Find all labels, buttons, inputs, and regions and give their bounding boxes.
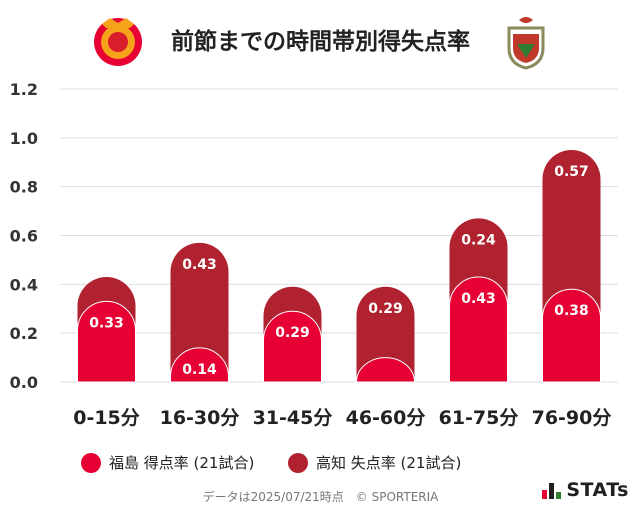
x-category-label: 76-90分 (532, 407, 612, 429)
kochi-crest-icon (507, 17, 545, 70)
x-category-label: 31-45分 (253, 407, 333, 429)
stats-logo-icon (542, 483, 562, 499)
data-label-home: 0.33 (89, 315, 124, 331)
data-label-home: 0.43 (461, 291, 496, 307)
y-tick-label: 0.4 (10, 275, 38, 294)
x-category-label: 46-60分 (346, 407, 426, 429)
data-label-away: 0.24 (461, 232, 496, 248)
y-tick-label: 0.0 (10, 373, 38, 392)
bar-away (356, 286, 415, 382)
data-label-home: 0.38 (554, 303, 589, 319)
data-label-home: 0.14 (182, 362, 217, 378)
legend-swatch-away (288, 452, 308, 473)
legend-item-away: 高知 失点率 (21試合) (288, 452, 461, 473)
y-tick-label: 1.0 (10, 129, 38, 148)
bar-home (449, 276, 508, 383)
data-label-away: 0.29 (368, 301, 403, 317)
fukushima-crest-icon (94, 18, 142, 66)
x-category-label: 0-15分 (73, 407, 140, 429)
bar-chart: 0.0 0.2 0.4 0.6 0.8 1.0 1.2 0.33 0-15分 0.14 0.43 16… (10, 80, 618, 429)
x-category-label: 61-75分 (439, 407, 519, 429)
y-tick-label: 0.8 (10, 178, 38, 197)
bar-home (77, 301, 136, 383)
bar-home (355, 357, 416, 383)
bar-away (170, 242, 229, 382)
x-category-label: 16-30分 (160, 407, 240, 429)
bar-home (263, 310, 322, 383)
data-label-away: 0.43 (182, 257, 217, 273)
bar-home (542, 288, 601, 383)
y-tick-label: 1.2 (10, 80, 38, 99)
legend-item-home: 福島 得点率 (21試合) (81, 452, 254, 473)
stats-brand: STATs (540, 479, 629, 501)
chart-title: 前節までの時間帯別得失点率 (171, 29, 470, 55)
stats-brand-text: STATs (566, 479, 629, 501)
data-label-home: 0.29 (275, 325, 310, 341)
legend-swatch-home (81, 452, 101, 473)
bar-home (170, 347, 229, 383)
data-label-away: 0.57 (554, 164, 589, 180)
y-tick-label: 0.2 (10, 324, 38, 343)
footer-note: データは2025/07/21時点 © SPORTERIA (202, 490, 439, 504)
y-tick-label: 0.6 (10, 227, 38, 246)
legend-label-away: 高知 失点率 (21試合) (316, 454, 462, 472)
legend-label-home: 福島 得点率 (21試合) (109, 454, 255, 472)
